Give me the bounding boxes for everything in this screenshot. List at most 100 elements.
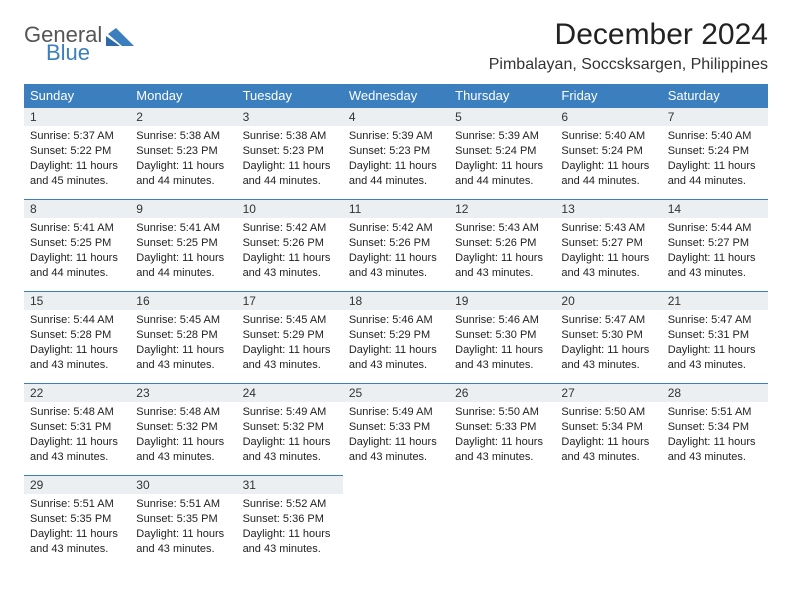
day-number: 24 bbox=[237, 383, 343, 402]
calendar-cell: 10Sunrise: 5:42 AMSunset: 5:26 PMDayligh… bbox=[237, 199, 343, 291]
daylight-text: Daylight: 11 hours and 43 minutes. bbox=[136, 527, 230, 557]
sunrise-text: Sunrise: 5:47 AM bbox=[668, 313, 762, 328]
day-content: Sunrise: 5:39 AMSunset: 5:23 PMDaylight:… bbox=[343, 126, 449, 194]
calendar-cell: 5Sunrise: 5:39 AMSunset: 5:24 PMDaylight… bbox=[449, 107, 555, 199]
day-number: 3 bbox=[237, 107, 343, 126]
day-content: Sunrise: 5:45 AMSunset: 5:29 PMDaylight:… bbox=[237, 310, 343, 378]
calendar-cell: 18Sunrise: 5:46 AMSunset: 5:29 PMDayligh… bbox=[343, 291, 449, 383]
sunset-text: Sunset: 5:32 PM bbox=[136, 420, 230, 435]
daylight-text: Daylight: 11 hours and 43 minutes. bbox=[30, 527, 124, 557]
sunset-text: Sunset: 5:35 PM bbox=[30, 512, 124, 527]
day-content: Sunrise: 5:51 AMSunset: 5:35 PMDaylight:… bbox=[24, 494, 130, 562]
day-number: 11 bbox=[343, 199, 449, 218]
sunset-text: Sunset: 5:36 PM bbox=[243, 512, 337, 527]
sunrise-text: Sunrise: 5:50 AM bbox=[561, 405, 655, 420]
day-content: Sunrise: 5:42 AMSunset: 5:26 PMDaylight:… bbox=[237, 218, 343, 286]
daylight-text: Daylight: 11 hours and 43 minutes. bbox=[561, 251, 655, 281]
calendar-cell: 2Sunrise: 5:38 AMSunset: 5:23 PMDaylight… bbox=[130, 107, 236, 199]
day-number: 29 bbox=[24, 475, 130, 494]
sunset-text: Sunset: 5:33 PM bbox=[349, 420, 443, 435]
day-content: Sunrise: 5:41 AMSunset: 5:25 PMDaylight:… bbox=[130, 218, 236, 286]
calendar-body: 1Sunrise: 5:37 AMSunset: 5:22 PMDaylight… bbox=[24, 107, 768, 567]
sunrise-text: Sunrise: 5:49 AM bbox=[349, 405, 443, 420]
location-text: Pimbalayan, Soccsksargen, Philippines bbox=[489, 56, 768, 74]
sunset-text: Sunset: 5:35 PM bbox=[136, 512, 230, 527]
day-content: Sunrise: 5:49 AMSunset: 5:32 PMDaylight:… bbox=[237, 402, 343, 470]
calendar-cell: 26Sunrise: 5:50 AMSunset: 5:33 PMDayligh… bbox=[449, 383, 555, 475]
sunset-text: Sunset: 5:24 PM bbox=[668, 144, 762, 159]
sunset-text: Sunset: 5:34 PM bbox=[668, 420, 762, 435]
day-content: Sunrise: 5:47 AMSunset: 5:30 PMDaylight:… bbox=[555, 310, 661, 378]
day-number: 30 bbox=[130, 475, 236, 494]
day-number: 12 bbox=[449, 199, 555, 218]
day-number: 19 bbox=[449, 291, 555, 310]
sunset-text: Sunset: 5:25 PM bbox=[30, 236, 124, 251]
day-content: Sunrise: 5:51 AMSunset: 5:34 PMDaylight:… bbox=[662, 402, 768, 470]
day-number: 7 bbox=[662, 107, 768, 126]
sunrise-text: Sunrise: 5:48 AM bbox=[30, 405, 124, 420]
calendar-cell: 14Sunrise: 5:44 AMSunset: 5:27 PMDayligh… bbox=[662, 199, 768, 291]
weekday-header: Thursday bbox=[449, 84, 555, 107]
day-content: Sunrise: 5:43 AMSunset: 5:26 PMDaylight:… bbox=[449, 218, 555, 286]
calendar-cell: 23Sunrise: 5:48 AMSunset: 5:32 PMDayligh… bbox=[130, 383, 236, 475]
daylight-text: Daylight: 11 hours and 43 minutes. bbox=[30, 435, 124, 465]
day-number: 16 bbox=[130, 291, 236, 310]
sunset-text: Sunset: 5:23 PM bbox=[136, 144, 230, 159]
calendar-cell: 24Sunrise: 5:49 AMSunset: 5:32 PMDayligh… bbox=[237, 383, 343, 475]
calendar-cell: 17Sunrise: 5:45 AMSunset: 5:29 PMDayligh… bbox=[237, 291, 343, 383]
daylight-text: Daylight: 11 hours and 44 minutes. bbox=[349, 159, 443, 189]
calendar-cell: 3Sunrise: 5:38 AMSunset: 5:23 PMDaylight… bbox=[237, 107, 343, 199]
calendar-table: Sunday Monday Tuesday Wednesday Thursday… bbox=[24, 84, 768, 567]
daylight-text: Daylight: 11 hours and 43 minutes. bbox=[243, 251, 337, 281]
weekday-header: Wednesday bbox=[343, 84, 449, 107]
daylight-text: Daylight: 11 hours and 44 minutes. bbox=[30, 251, 124, 281]
sunset-text: Sunset: 5:26 PM bbox=[455, 236, 549, 251]
day-content: Sunrise: 5:45 AMSunset: 5:28 PMDaylight:… bbox=[130, 310, 236, 378]
day-content: Sunrise: 5:40 AMSunset: 5:24 PMDaylight:… bbox=[555, 126, 661, 194]
calendar-row: 29Sunrise: 5:51 AMSunset: 5:35 PMDayligh… bbox=[24, 475, 768, 567]
sunrise-text: Sunrise: 5:39 AM bbox=[455, 129, 549, 144]
daylight-text: Daylight: 11 hours and 43 minutes. bbox=[561, 343, 655, 373]
calendar-cell bbox=[449, 475, 555, 567]
sunset-text: Sunset: 5:31 PM bbox=[668, 328, 762, 343]
sunset-text: Sunset: 5:32 PM bbox=[243, 420, 337, 435]
calendar-cell: 25Sunrise: 5:49 AMSunset: 5:33 PMDayligh… bbox=[343, 383, 449, 475]
sunset-text: Sunset: 5:31 PM bbox=[30, 420, 124, 435]
sunset-text: Sunset: 5:27 PM bbox=[561, 236, 655, 251]
day-number: 21 bbox=[662, 291, 768, 310]
sunrise-text: Sunrise: 5:45 AM bbox=[243, 313, 337, 328]
sunrise-text: Sunrise: 5:46 AM bbox=[455, 313, 549, 328]
sunrise-text: Sunrise: 5:52 AM bbox=[243, 497, 337, 512]
day-content: Sunrise: 5:44 AMSunset: 5:27 PMDaylight:… bbox=[662, 218, 768, 286]
daylight-text: Daylight: 11 hours and 43 minutes. bbox=[561, 435, 655, 465]
calendar-cell: 6Sunrise: 5:40 AMSunset: 5:24 PMDaylight… bbox=[555, 107, 661, 199]
day-number: 2 bbox=[130, 107, 236, 126]
brand-mark-icon bbox=[106, 24, 136, 50]
day-content: Sunrise: 5:37 AMSunset: 5:22 PMDaylight:… bbox=[24, 126, 130, 194]
day-content: Sunrise: 5:50 AMSunset: 5:34 PMDaylight:… bbox=[555, 402, 661, 470]
sunset-text: Sunset: 5:28 PM bbox=[30, 328, 124, 343]
brand-text: General Blue bbox=[24, 24, 102, 64]
header: General Blue December 2024 Pimbalayan, S… bbox=[24, 18, 768, 74]
day-content: Sunrise: 5:46 AMSunset: 5:30 PMDaylight:… bbox=[449, 310, 555, 378]
daylight-text: Daylight: 11 hours and 43 minutes. bbox=[349, 251, 443, 281]
weekday-header-row: Sunday Monday Tuesday Wednesday Thursday… bbox=[24, 84, 768, 107]
sunset-text: Sunset: 5:25 PM bbox=[136, 236, 230, 251]
daylight-text: Daylight: 11 hours and 44 minutes. bbox=[561, 159, 655, 189]
day-content: Sunrise: 5:40 AMSunset: 5:24 PMDaylight:… bbox=[662, 126, 768, 194]
sunrise-text: Sunrise: 5:49 AM bbox=[243, 405, 337, 420]
weekday-header: Sunday bbox=[24, 84, 130, 107]
sunrise-text: Sunrise: 5:44 AM bbox=[30, 313, 124, 328]
sunrise-text: Sunrise: 5:39 AM bbox=[349, 129, 443, 144]
sunset-text: Sunset: 5:24 PM bbox=[561, 144, 655, 159]
sunset-text: Sunset: 5:29 PM bbox=[243, 328, 337, 343]
weekday-header: Monday bbox=[130, 84, 236, 107]
daylight-text: Daylight: 11 hours and 43 minutes. bbox=[136, 435, 230, 465]
day-number: 26 bbox=[449, 383, 555, 402]
day-content: Sunrise: 5:51 AMSunset: 5:35 PMDaylight:… bbox=[130, 494, 236, 562]
sunset-text: Sunset: 5:30 PM bbox=[455, 328, 549, 343]
day-number: 23 bbox=[130, 383, 236, 402]
daylight-text: Daylight: 11 hours and 44 minutes. bbox=[136, 159, 230, 189]
calendar-cell bbox=[555, 475, 661, 567]
calendar-cell: 9Sunrise: 5:41 AMSunset: 5:25 PMDaylight… bbox=[130, 199, 236, 291]
